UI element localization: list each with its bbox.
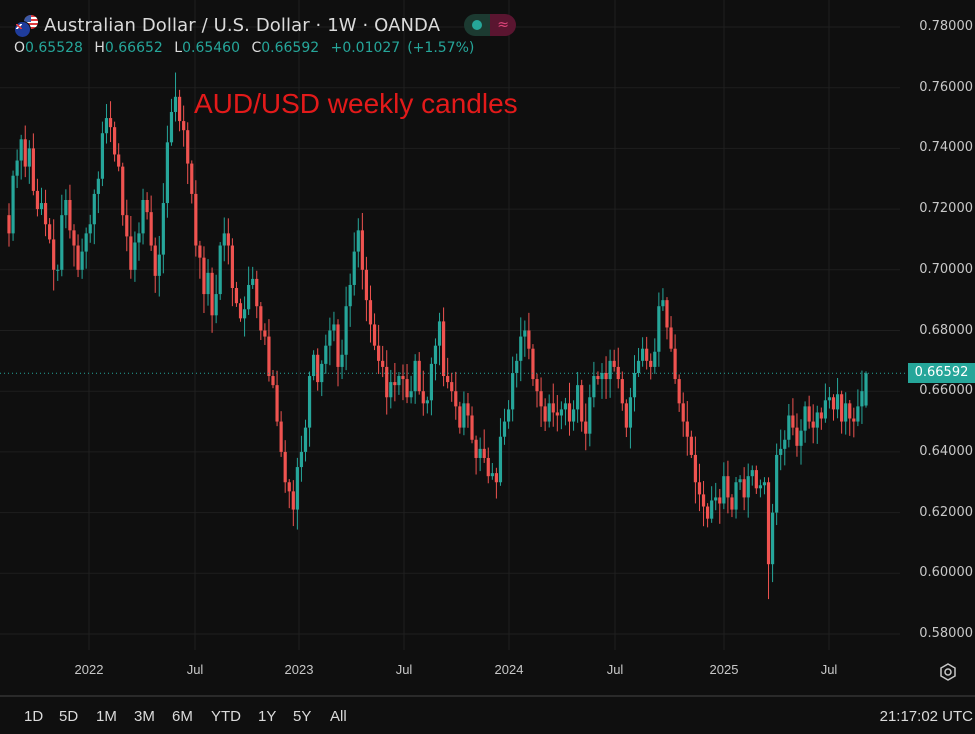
market-open-dot-icon[interactable] (464, 14, 491, 36)
range-button-1d[interactable]: 1D (24, 708, 44, 725)
low-label: L (174, 40, 183, 56)
price-axis-label: 0.72000 (919, 201, 973, 217)
time-axis-label: Jul (395, 662, 413, 677)
range-button-1m[interactable]: 1M (96, 708, 117, 725)
range-button-3m[interactable]: 3M (134, 708, 155, 725)
price-axis-label: 0.60000 (919, 565, 973, 581)
bottom-toolbar (0, 695, 975, 734)
price-axis-label: 0.58000 (919, 626, 973, 641)
current-price-tag: 0.66592 (908, 363, 975, 384)
range-button-5d[interactable]: 5D (59, 708, 79, 725)
time-axis-label: 2022 (74, 662, 104, 677)
price-axis-label: 0.74000 (919, 140, 973, 156)
price-axis-label: 0.76000 (919, 79, 973, 95)
utc-clock[interactable]: 21:17:02 UTC (879, 708, 973, 725)
range-button-5y[interactable]: 5Y (293, 708, 312, 725)
price-axis-label: 0.68000 (919, 322, 973, 338)
price-axis-label: 0.62000 (919, 504, 973, 520)
range-button-all[interactable]: All (330, 708, 347, 725)
aud-usd-flags-icon[interactable] (14, 14, 40, 38)
high-label: H (94, 40, 105, 56)
low-value: 0.65460 (182, 40, 240, 56)
range-button-6m[interactable]: 6M (172, 708, 193, 725)
price-axis-label: 0.64000 (919, 443, 973, 459)
change-percent: (+1.57%) (407, 40, 475, 56)
close-label: C (251, 40, 262, 56)
price-axis-label: 0.70000 (919, 261, 973, 277)
price-axis-label: 0.78000 (919, 19, 973, 34)
time-axis-label: Jul (606, 662, 624, 677)
settings-gear-icon[interactable] (938, 662, 958, 682)
status-toggle[interactable]: ≈ (464, 14, 517, 36)
open-value: 0.65528 (25, 40, 83, 56)
symbol-title[interactable]: Australian Dollar / U.S. Dollar · 1W · O… (44, 14, 441, 36)
range-button-ytd[interactable]: YTD (211, 708, 241, 725)
time-axis-label: 2024 (494, 662, 524, 677)
range-button-1y[interactable]: 1Y (258, 708, 277, 725)
high-value: 0.66652 (104, 40, 163, 56)
time-axis-label: 2025 (709, 662, 739, 677)
ohlc-values: O0.65528 H0.66652 L0.65460 C0.66592 +0.0… (14, 40, 516, 56)
wave-approx-icon[interactable]: ≈ (490, 14, 517, 36)
change-value: +0.01027 (330, 40, 401, 56)
time-axis-label: 2023 (284, 662, 314, 677)
time-axis-label: Jul (186, 662, 204, 677)
open-label: O (14, 40, 26, 56)
price-axis-label: 0.66000 (919, 383, 973, 399)
chart-annotation: AUD/USD weekly candles (194, 88, 518, 119)
time-axis-label: Jul (820, 662, 838, 677)
symbol-legend: Australian Dollar / U.S. Dollar · 1W · O… (14, 12, 517, 56)
close-value: 0.66592 (261, 40, 320, 56)
